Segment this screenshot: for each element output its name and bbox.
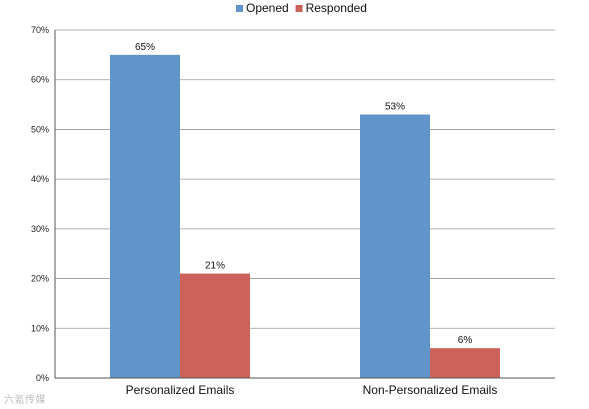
y-tick-label: 10%: [31, 323, 49, 333]
x-axis-categories: Personalized Emails Non-Personalized Emai…: [126, 383, 498, 397]
x-category-label: Non-Personalized Emails: [363, 383, 498, 397]
data-label: 53%: [385, 102, 405, 113]
bar: [430, 348, 500, 378]
legend-label: Opened: [246, 1, 289, 15]
x-category-label: Personalized Emails: [126, 383, 235, 397]
y-tick-label: 50%: [31, 124, 49, 134]
bar: [360, 114, 430, 378]
legend: Opened Responded: [236, 1, 367, 15]
bars: 65% 21% 53% 6%: [110, 42, 500, 378]
y-tick-label: 0%: [36, 373, 49, 383]
y-axis-ticks: 0% 10% 20% 30% 40% 50% 60% 70%: [31, 25, 49, 383]
data-label: 6%: [458, 335, 473, 346]
legend-label: Responded: [306, 1, 367, 15]
watermark-text: 六氪传媒: [4, 395, 46, 406]
y-tick-label: 20%: [31, 274, 49, 284]
data-label: 65%: [135, 42, 155, 53]
legend-swatch: [236, 5, 243, 12]
y-tick-label: 30%: [31, 224, 49, 234]
data-label: 21%: [205, 261, 225, 272]
y-tick-label: 40%: [31, 174, 49, 184]
y-tick-label: 70%: [31, 25, 49, 35]
bar: [110, 54, 180, 378]
axes: [54, 30, 555, 379]
legend-swatch: [295, 5, 303, 12]
y-tick-label: 60%: [31, 75, 49, 85]
bar: [180, 273, 250, 378]
